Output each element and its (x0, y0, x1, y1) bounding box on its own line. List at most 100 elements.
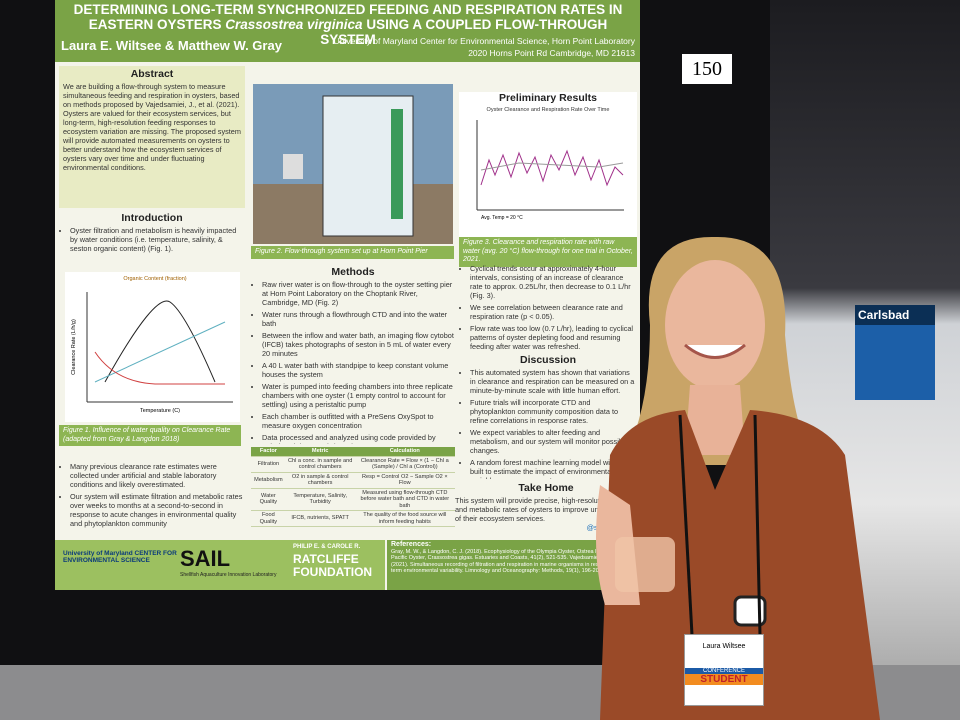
table-header: Factor Metric Calculation (251, 447, 455, 457)
figure-2 (253, 84, 453, 244)
logo-bar: University of Maryland CENTER FOR ENVIRO… (55, 540, 385, 590)
bullet-list: Many previous clearance rate estimates w… (59, 462, 245, 528)
affiliation-line: University of Maryland Center for Enviro… (333, 36, 635, 46)
abstract-text: We are building a flow-through system to… (63, 82, 241, 172)
sign-text: Carlsbad (855, 305, 935, 325)
references-text: Gray, M. W., & Langdon, C. J. (2018). Ec… (391, 548, 636, 575)
diagram (283, 154, 303, 179)
table-row: Metabolism O2 in sample & control chamber… (251, 472, 455, 489)
bullet: A 40 L water bath with standpipe to keep… (262, 361, 455, 379)
diagram (391, 109, 403, 219)
heading: Introduction (121, 212, 183, 224)
table-row: Food Quality IFCB, nutrients, SPATT The qu… (251, 510, 455, 527)
bullet: Data processed and analyzed using code p… (262, 433, 455, 444)
table-cell: Clearance Rate = Flow × (1 − Chl a (Samp… (354, 456, 455, 473)
table-cell: Food Quality (251, 510, 286, 527)
affiliation-line: 2020 Horns Point Rd Cambridge, MD 21613 (468, 48, 635, 58)
heading: Abstract (130, 68, 174, 80)
badge: Laura Wiltsee CONFERENCE STUDENT (684, 634, 764, 706)
table-header-cell: Factor (251, 447, 286, 457)
poster-header: DETERMINING LONG-TERM SYNCHRONIZED FEEDI… (55, 0, 640, 62)
heading: Methods (331, 266, 375, 278)
bullet: Water runs through a flowthrough CTD and… (262, 310, 455, 328)
take-home-text: This system will provide precise, high-r… (455, 496, 637, 523)
figure-caption: Figure 1. Influence of water quality on … (59, 425, 241, 446)
bullet-list: Oyster filtration and metabolism is heav… (59, 226, 245, 253)
curve (94, 321, 226, 383)
lanyard (678, 414, 694, 636)
methods: Methods Raw river water is on flow-throu… (251, 266, 455, 444)
trace (480, 149, 624, 187)
poster-title: DETERMINING LONG-TERM SYNCHRONIZED FEEDI… (63, 2, 633, 47)
badge-type: CONFERENCE (685, 668, 763, 674)
affiliation: University of Maryland Center for Enviro… (305, 35, 635, 59)
bullet: Future trials will incorporate CTD and p… (470, 398, 637, 425)
bullet-list: This automated system has shown that var… (459, 368, 637, 479)
logo: SAIL (180, 546, 231, 571)
bullet: Cyclical trends occur at approximately 4… (470, 264, 637, 300)
title-part: Crassostrea virginica (225, 17, 363, 32)
results-text: Cyclical trends occur at approximately 4… (459, 264, 637, 354)
authors: Laura E. Wiltsee & Matthew W. Gray (61, 38, 282, 53)
bullet: A random forest machine learning model w… (470, 458, 637, 479)
table-cell: Filtration (251, 456, 286, 473)
title-part: USING A COUPLED FLOW-THROUGH SYSTEM (320, 17, 608, 47)
heading: Discussion (519, 354, 577, 366)
smile (684, 343, 746, 359)
abstract: Abstract We are building a flow-through … (59, 66, 245, 208)
table-cell: Water Quality (251, 488, 286, 511)
table-box: Factor Metric Calculation Filtration Chl a c… (251, 447, 455, 537)
bullet: This automated system has shown that var… (470, 368, 637, 395)
curve (104, 300, 216, 383)
results: Preliminary Results Oyster Clearance and… (459, 92, 637, 237)
cup (615, 537, 675, 592)
board-number: 150 (682, 54, 732, 84)
chart-note: Avg. Temp = 20 °C (481, 215, 523, 221)
lanyard (753, 414, 762, 636)
poster: DETERMINING LONG-TERM SYNCHRONIZED FEEDI… (55, 0, 640, 590)
introduction: Introduction Oyster filtration and metab… (59, 212, 245, 272)
heading: Take Home (518, 482, 574, 494)
trace (480, 162, 624, 171)
heading: References: (391, 541, 432, 548)
watch (733, 595, 767, 627)
table-cell: Metabolism (251, 472, 286, 489)
bullet: We expect variables to alter feeding and… (470, 428, 637, 455)
person (596, 236, 880, 720)
heading: Preliminary Results (498, 92, 598, 104)
table-cell: The quality of the food source will info… (354, 510, 455, 527)
figure-label: Organic Content (fraction) (123, 276, 186, 282)
dress (600, 410, 880, 720)
axis-label: Clearance Rate (L/h/g) (71, 319, 77, 375)
logo: PHILIP E. & CAROLE R. (293, 544, 361, 550)
table-cell: Chl a conc. in sample and control chambe… (285, 456, 355, 473)
table-cell: Temperature, Salinity, Turbidity (285, 488, 355, 511)
discussion: Discussion This automated system has sho… (459, 354, 637, 479)
bullet: We see correlation between clearance rat… (470, 303, 637, 321)
figure-1: Organic Content (fraction) Temperature (… (65, 272, 240, 422)
figure-caption: Figure 2. Flow-through system set up at … (251, 246, 454, 259)
booth-sign: Carlsbad (855, 305, 935, 400)
table-cell: Measured using flow-through CTD before w… (354, 488, 455, 511)
logo: University of Maryland CENTER FOR ENVIRO… (63, 550, 177, 564)
figure-3: Avg. Temp = 20 °C (476, 120, 624, 221)
bullet: Water is pumped into feeding chambers in… (262, 382, 455, 409)
table-row: Water Quality Temperature, Salinity, Turb… (251, 488, 455, 511)
table-header-cell: Calculation (354, 447, 455, 457)
table-row: Filtration Chl a conc. in sample and cont… (251, 456, 455, 473)
introduction-more: Many previous clearance rate estimates w… (59, 462, 245, 534)
bullet: Raw river water is on flow-through to th… (262, 280, 455, 307)
logo: Shellfish Aquaculture Innovation Laborat… (180, 572, 277, 578)
title-part: DETERMINING LONG-TERM SYNCHRONIZED FEEDI… (73, 2, 623, 32)
bullet-list: Raw river water is on flow-through to th… (251, 280, 455, 444)
bullet: Between the inflow and water bath, an im… (262, 331, 455, 358)
table-cell: Resp = Control O2 − Sample O2 × Flow (354, 472, 455, 489)
table-cell: O2 in sample & control chambers (285, 472, 355, 489)
logo: RATCLIFFE FOUNDATION (293, 552, 373, 579)
bullet-list: Cyclical trends occur at approximately 4… (459, 264, 637, 351)
neck (685, 385, 745, 455)
axis-label: Temperature (C) (140, 408, 180, 414)
badge-role: STUDENT (685, 674, 763, 685)
bullet: Our system will estimate filtration and … (70, 492, 245, 528)
